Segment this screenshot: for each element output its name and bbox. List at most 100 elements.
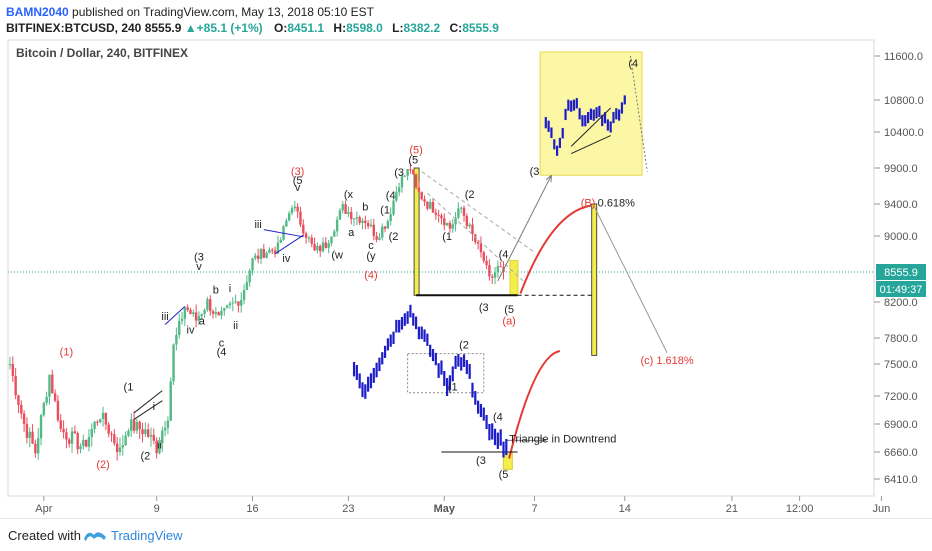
candle-body [20, 404, 23, 414]
candle-body [276, 242, 280, 254]
chart-area[interactable]: Bitcoin / Dollar, 240, BITFINEX 6410.0 66… [4, 38, 928, 518]
x-tick-label: 7 [531, 503, 537, 515]
candle-body [451, 224, 454, 229]
candle-body [310, 237, 313, 244]
publish-info: BAMN2040 published on TradingView.com, M… [6, 5, 374, 19]
projection-arrow-head [545, 174, 552, 183]
candle-body [448, 222, 452, 229]
wave-label: b [362, 201, 368, 213]
candle-body [225, 305, 229, 308]
candle-body [496, 266, 500, 273]
x-tick-label: Apr [35, 503, 52, 515]
candle-body [338, 210, 342, 220]
triangle-arrow-head [539, 437, 546, 444]
wave-label: (3 [394, 167, 404, 179]
candle-body [319, 245, 322, 252]
candle-body [130, 419, 133, 431]
candle-body [389, 214, 392, 222]
wave-label: a [199, 316, 206, 328]
candle-body [68, 439, 71, 444]
tradingview-logo-icon[interactable] [82, 527, 108, 548]
wave-label: b [213, 285, 219, 297]
wave-label: (3 [530, 166, 540, 178]
candle-body [488, 265, 491, 277]
wave-label: (1 [380, 205, 390, 217]
drawings [133, 55, 668, 459]
close-value: 8555.9 [462, 21, 499, 35]
candle-body [155, 440, 158, 454]
wave-label: (4 [217, 346, 227, 358]
candle-body [107, 424, 110, 434]
candle-body [302, 224, 305, 234]
candle-body [259, 249, 263, 259]
chart-header: BAMN2040 published on TradingView.com, M… [4, 2, 928, 36]
candle-body [186, 307, 189, 310]
candle-body [383, 226, 387, 229]
candle-body [28, 431, 31, 438]
wave-label: (5 [499, 469, 509, 481]
candle-body [141, 429, 144, 435]
candle-body [45, 396, 48, 403]
wave-label: (5) [409, 145, 422, 157]
candle-body [296, 206, 299, 212]
countdown-badge [876, 281, 926, 297]
candle-body [209, 299, 212, 312]
wave-label: (a) [502, 316, 515, 328]
wave-label: (2 [389, 231, 399, 243]
candle-body [378, 237, 381, 240]
wave-label: (3 [476, 455, 486, 467]
last-price-badge [876, 264, 926, 280]
candle-body [175, 335, 178, 345]
pattern-line [133, 400, 163, 420]
x-tick-label: 9 [154, 503, 160, 515]
candle-body [426, 201, 429, 209]
candle-body [403, 175, 406, 177]
candle-body [178, 321, 181, 336]
wave-label: iii [254, 219, 261, 231]
candle-body [248, 270, 251, 283]
candle-body [31, 431, 34, 444]
x-tick-label: 14 [619, 503, 631, 515]
tradingview-brand[interactable]: TradingView [111, 528, 183, 543]
candle-body [420, 191, 423, 200]
wave-label: v [295, 182, 301, 194]
candle-body [271, 249, 274, 251]
candle-body [493, 272, 497, 278]
open-value: 8451.1 [287, 21, 325, 35]
wave-label: iv [187, 325, 195, 337]
candle-body [499, 266, 502, 268]
y-tick-label: 6900.0 [884, 419, 918, 431]
candle-body [316, 245, 319, 251]
candle-body [135, 421, 139, 431]
candle-body [180, 318, 184, 322]
candle-body [327, 243, 330, 248]
candle-body [392, 200, 395, 215]
candle-body [386, 221, 390, 229]
red-projection-curve [519, 204, 592, 294]
candle-body [183, 307, 187, 319]
pattern-line [164, 306, 186, 325]
candle-body [417, 187, 421, 192]
wave-label: (5 [293, 175, 303, 187]
high-value: 8598.0 [346, 21, 383, 35]
candle-body [344, 204, 347, 214]
candle-body [245, 282, 249, 290]
candle-body [214, 312, 218, 314]
wave-label: (2 [465, 189, 475, 201]
candle-body [287, 213, 291, 221]
candle-body [397, 187, 401, 193]
candle-body [124, 435, 127, 446]
candle-body [321, 242, 325, 252]
candle-body [409, 169, 412, 171]
candle-body [460, 207, 463, 209]
author-username[interactable]: BAMN2040 [6, 5, 69, 19]
wave-label: (c) 1.618% [640, 355, 693, 367]
wave-label: ii [233, 320, 238, 332]
candle-body [22, 413, 26, 424]
price-chart[interactable]: Bitcoin / Dollar, 240, BITFINEX 6410.0 66… [4, 38, 928, 518]
candle-body [56, 400, 60, 421]
footer: Created with TradingView [0, 518, 932, 551]
high-label: H: [333, 21, 347, 35]
wave-label: Triangle in Downtrend [509, 434, 616, 446]
